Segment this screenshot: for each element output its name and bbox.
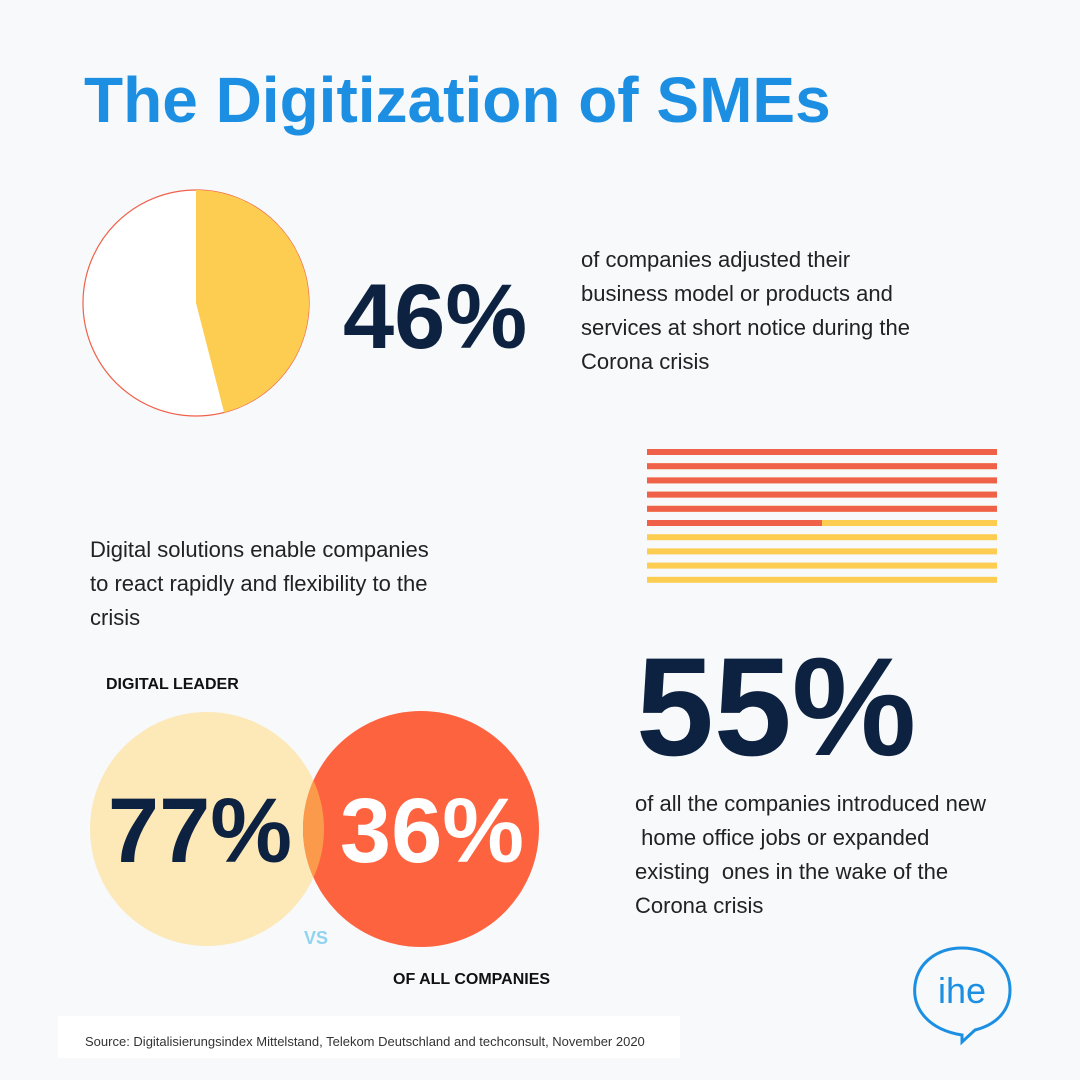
bar-filled (647, 491, 997, 498)
home-office-text: existing ones in the wake of the (635, 859, 948, 884)
title: The Digitization of SMEs (84, 64, 831, 136)
leader-label: DIGITAL LEADER (106, 676, 239, 693)
bar-filled (647, 477, 997, 484)
vs: VS (304, 928, 328, 948)
bar-filled (647, 449, 997, 455)
bar-rest (647, 548, 997, 555)
home-office-value: 55% (636, 628, 916, 785)
all-circle (303, 711, 539, 947)
solutions-text: crisis (90, 605, 140, 630)
logo: ihe (913, 946, 1012, 1046)
source: Source: Digitalisierungsindex Mittelstan… (85, 1034, 645, 1049)
bar-rest (647, 576, 997, 583)
leader-circle (90, 712, 324, 946)
adjusted-value: 46% (343, 266, 527, 368)
all-value: 36% (340, 780, 524, 882)
source-box (58, 1016, 680, 1058)
home-office-text: Corona crisis (635, 893, 763, 918)
adjusted-text: services at short notice during the (581, 315, 910, 340)
adjusted-text: business model or products and (581, 281, 893, 306)
logo-outline (913, 946, 1012, 1046)
solutions-text: to react rapidly and flexibility to the (90, 571, 428, 596)
pie-slice (196, 190, 309, 413)
bar-filled (647, 505, 997, 512)
adjusted-text: Corona crisis (581, 349, 709, 374)
bar-filled (647, 520, 822, 526)
bar-rest (647, 534, 997, 541)
solutions-text: Digital solutions enable companies (90, 537, 429, 562)
adjusted-text: of companies adjusted their (581, 247, 850, 272)
logo-text: ihe (938, 970, 986, 1011)
home-office-text: of all the companies introduced new (635, 791, 986, 816)
all-label: OF ALL COMPANIES (393, 971, 550, 988)
leader-value: 77% (108, 780, 292, 882)
home-office-text: home office jobs or expanded (635, 825, 929, 850)
bar-rest (647, 562, 997, 569)
bar-filled (647, 463, 997, 470)
